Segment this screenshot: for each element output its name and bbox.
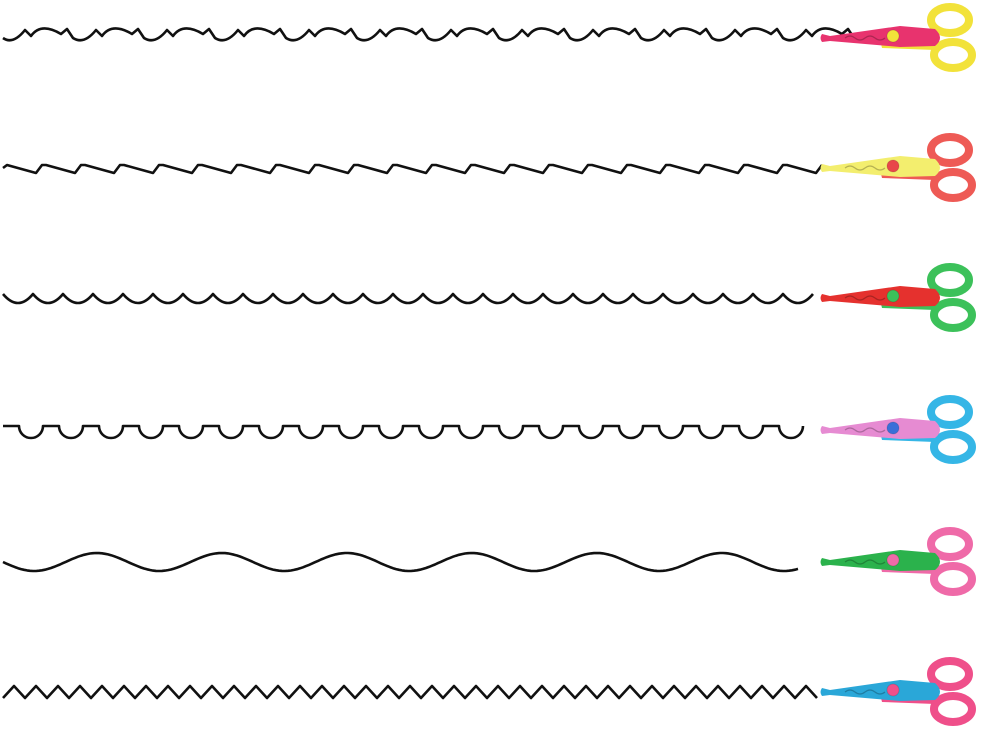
scissors-pivot bbox=[886, 553, 900, 567]
scissors-icon bbox=[820, 133, 976, 202]
scissors-icon bbox=[820, 657, 976, 726]
scissors-handle-top bbox=[927, 3, 973, 37]
cut-line-sawtooth bbox=[2, 163, 824, 175]
scissors-blade bbox=[820, 156, 940, 177]
blade-pattern-mark bbox=[844, 427, 886, 433]
scissors-handle-bottom bbox=[930, 168, 976, 202]
scissors-pivot bbox=[886, 683, 900, 697]
scissors-icon bbox=[820, 395, 976, 464]
blade-pattern-mark bbox=[844, 559, 886, 565]
scissors-handle-top bbox=[927, 395, 973, 429]
scissors-icon bbox=[820, 3, 976, 72]
scissors-handle-bottom bbox=[930, 692, 976, 726]
blade-pattern-mark bbox=[844, 165, 886, 171]
cut-line-square-scallop bbox=[3, 424, 805, 440]
cut-line-wave bbox=[2, 551, 799, 573]
scissors-pivot bbox=[886, 29, 900, 43]
scissors-handle-bottom bbox=[930, 562, 976, 596]
scissors-pivot bbox=[886, 159, 900, 173]
scissors-blade bbox=[820, 418, 940, 439]
cut-line-scallop bbox=[2, 292, 814, 305]
cut-line-zigzag bbox=[2, 684, 818, 700]
scissors-pivot bbox=[886, 289, 900, 303]
scissors-handle-top bbox=[927, 527, 973, 561]
scissors-blade bbox=[820, 286, 940, 307]
cut-line-deckle bbox=[2, 27, 856, 42]
blade-pattern-mark bbox=[844, 689, 886, 695]
scissors-handle-bottom bbox=[930, 38, 976, 72]
scissors-blade bbox=[820, 550, 940, 571]
scissors-handle-bottom bbox=[930, 430, 976, 464]
scissors-icon bbox=[820, 527, 976, 596]
scissors-handle-top bbox=[927, 133, 973, 167]
blade-pattern-mark bbox=[844, 295, 886, 301]
scissors-handle-bottom bbox=[930, 298, 976, 332]
scissors-blade bbox=[820, 26, 940, 47]
blade-pattern-mark bbox=[844, 35, 886, 41]
scissors-blade bbox=[820, 680, 940, 701]
scissors-handle-top bbox=[927, 657, 973, 691]
scissors-icon bbox=[820, 263, 976, 332]
scissors-handle-top bbox=[927, 263, 973, 297]
scissors-pivot bbox=[886, 421, 900, 435]
